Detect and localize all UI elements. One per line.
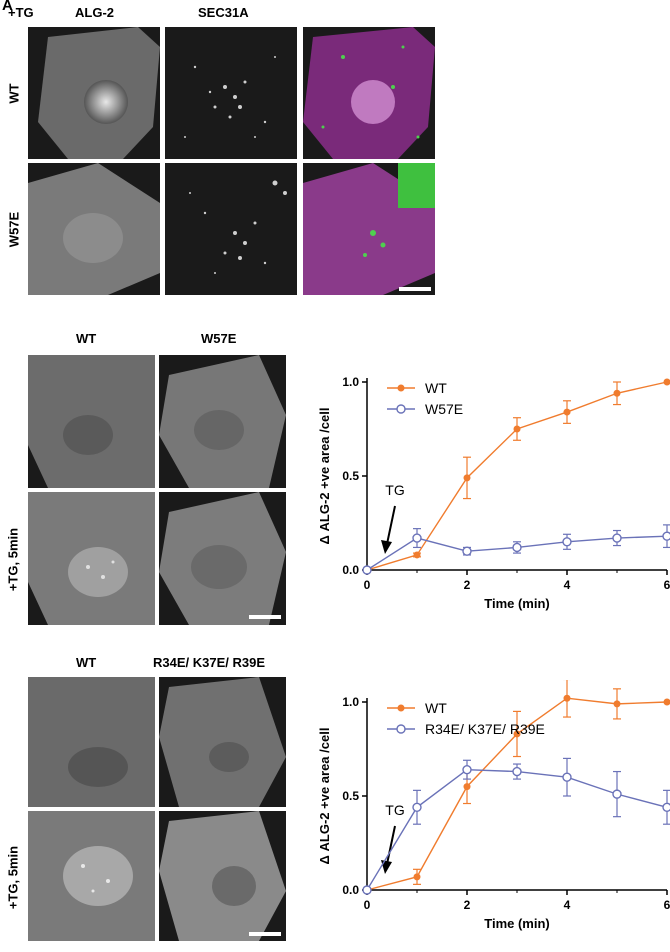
panel-a-col-label-sec31a: SEC31A (198, 5, 249, 20)
series-line-1 (366, 768, 668, 891)
tg-arrow-head (381, 860, 392, 874)
data-point (413, 551, 421, 559)
data-point (613, 389, 621, 397)
x-axis-label: Time (min) (484, 916, 550, 931)
y-axis-label: Δ ALG-2 +ve area /cell (317, 728, 332, 865)
scale-bar-c (249, 932, 281, 936)
y-axis-label: Δ ALG-2 +ve area /cell (317, 408, 332, 545)
micrograph-b-wt-pre (28, 355, 155, 488)
legend-marker (397, 704, 405, 712)
x-tick-label: 2 (464, 578, 471, 592)
legend-label: R34E/ K37E/ R39E (425, 721, 545, 737)
x-tick-label: 4 (564, 898, 571, 912)
data-point (463, 474, 471, 482)
tg-annotation: TG (385, 802, 404, 818)
micrograph-c-wt-pre (28, 677, 155, 807)
data-point (562, 537, 572, 547)
micrograph-b-w57e-tg (159, 492, 286, 625)
data-point (462, 546, 472, 556)
legend-marker (397, 384, 405, 392)
micrograph-a-w57e-merge (303, 163, 435, 295)
data-point (612, 789, 622, 799)
micrograph-b-wt-tg (28, 492, 155, 625)
panel-a-treatment-label: +TG (8, 5, 34, 20)
x-axis-label: Time (min) (484, 596, 550, 611)
panel-a-row-label-w57e: W57E (6, 211, 22, 248)
panel-b-col-label-wt: WT (76, 331, 97, 346)
tg-annotation: TG (385, 482, 404, 498)
panel-a-row-label-wt: WT (6, 83, 22, 104)
scale-bar-a (399, 287, 431, 291)
data-point (513, 730, 521, 738)
panel-c-col-label-wt: WT (76, 655, 97, 670)
micrograph-a-w57e-alg2 (28, 163, 160, 295)
data-point (513, 425, 521, 433)
x-tick-label: 6 (664, 898, 670, 912)
data-point (662, 531, 670, 541)
micrograph-c-wt-tg (28, 811, 155, 941)
micrograph-c-mutant-pre (159, 677, 286, 807)
data-point (663, 698, 670, 706)
data-point (663, 378, 670, 386)
data-point (563, 408, 571, 416)
data-point (462, 764, 472, 775)
data-point (662, 802, 670, 812)
x-tick-label: 6 (664, 578, 670, 592)
chart-c: 0 2 4 6 0.0 0.5 1.0 Time (min) Δ ALG-2 +ve area … (317, 680, 670, 931)
x-tick-label: 0 (364, 898, 371, 912)
data-point (512, 542, 522, 553)
tg-arrow-head (381, 540, 392, 554)
y-tick-label: 0.0 (342, 883, 359, 897)
legend-marker (396, 724, 406, 734)
panel-b-row-label: +TG, 5min (5, 527, 21, 592)
data-point (512, 766, 522, 777)
micrograph-a-w57e-sec31a (165, 163, 297, 295)
data-point (412, 533, 422, 543)
legend-label: WT (425, 380, 447, 396)
y-tick-label: 0.5 (342, 469, 359, 483)
x-tick-label: 0 (364, 578, 371, 592)
legend-label: WT (425, 700, 447, 716)
data-point (563, 694, 571, 702)
micrograph-b-w57e-pre (159, 355, 286, 488)
micrograph-a-wt-sec31a (165, 27, 297, 159)
panel-c-col-label-mutant: R34E/ K37E/ R39E (153, 655, 266, 670)
y-tick-label: 1.0 (342, 695, 359, 709)
data-point (562, 772, 572, 782)
panel-a-letter: A (2, 0, 13, 14)
legend-marker (396, 404, 406, 414)
data-point (612, 533, 622, 543)
data-point (463, 783, 471, 791)
y-tick-label: 1.0 (342, 375, 359, 389)
data-point (362, 565, 372, 575)
data-point (362, 885, 372, 895)
micrograph-c-mutant-tg (159, 811, 286, 941)
micrograph-a-wt-merge (303, 27, 435, 159)
data-point (412, 802, 422, 812)
tg-arrow-shaft (386, 825, 396, 865)
panel-c-row-label: +TG, 5min (5, 845, 21, 910)
y-tick-label: 0.5 (342, 789, 359, 803)
x-tick-label: 4 (564, 578, 571, 592)
x-tick-label: 2 (464, 898, 471, 912)
data-point (413, 873, 421, 881)
legend-label: W57E (425, 401, 463, 417)
y-tick-label: 0.0 (342, 563, 359, 577)
tg-arrow-shaft (386, 505, 396, 545)
data-point (613, 700, 621, 708)
micrograph-a-wt-alg2 (28, 27, 160, 159)
chart-b: 0 2 4 6 0.0 0.5 1.0 Time (min) Δ ALG-2 +ve area … (317, 375, 670, 611)
panel-a-col-label-alg2: ALG-2 (75, 5, 114, 20)
panel-b-col-label-w57e: W57E (201, 331, 237, 346)
scale-bar-b (249, 615, 281, 619)
